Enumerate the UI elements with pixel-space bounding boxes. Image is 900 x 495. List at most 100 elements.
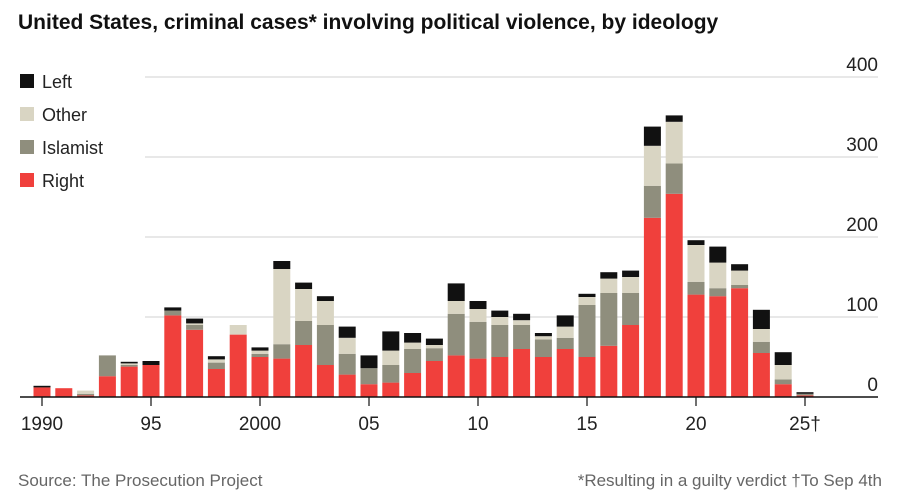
legend-swatch-other [20, 107, 34, 121]
bar-segment-right [338, 374, 356, 397]
bar-segment-islamist [709, 288, 727, 297]
chart-title: United States, criminal cases* involving… [18, 11, 719, 34]
bar-segment-other [447, 301, 465, 314]
bar-segment-islamist [186, 325, 204, 330]
bar-segment-other [665, 121, 683, 164]
bar-segment-left [33, 385, 51, 388]
bar-segment-islamist [251, 353, 269, 357]
bar-segment-other [207, 359, 225, 363]
bar-segment-right [665, 193, 683, 397]
bar-segment-other [338, 337, 356, 354]
bar-segment-left [687, 240, 705, 245]
bar-segment-other [382, 350, 400, 365]
bar-segment-other [687, 245, 705, 282]
bar-segment-other [469, 309, 487, 322]
bar-segment-other [404, 342, 422, 349]
bar-segment-other [491, 317, 509, 325]
bar-segment-other [752, 329, 770, 342]
bar-segment-other [251, 350, 269, 354]
bar-segment-left [491, 310, 509, 317]
bar-segment-other [513, 320, 531, 325]
bar-segment-other [731, 270, 749, 285]
bar-segment-left [600, 272, 618, 279]
bar-segment-left [469, 301, 487, 309]
bar-segment-right [251, 357, 269, 397]
bar-segment-other [229, 325, 247, 335]
bar-segment-right [186, 329, 204, 397]
gridlines [145, 76, 878, 318]
footnote: *Resulting in a guilty verdict †To Sep 4… [578, 471, 882, 490]
bar-segment-other [425, 345, 443, 349]
legend-label-other: Other [42, 105, 87, 125]
bar-segment-islamist [774, 379, 792, 385]
bar-segment-left [316, 296, 334, 301]
bar-segment-other [186, 323, 204, 325]
bar-segment-islamist [534, 339, 552, 357]
bar-segment-right [578, 357, 596, 397]
y-tick-label: 300 [846, 135, 878, 156]
bar-segment-left [251, 347, 269, 351]
bar-segment-left [447, 283, 465, 301]
bar-segment-other [120, 363, 138, 365]
legend-swatch-right [20, 173, 34, 187]
x-tick-label: 20 [685, 414, 706, 435]
bar-segment-left [709, 246, 727, 263]
bar-segment-left [404, 333, 422, 343]
bar-segment-other [556, 326, 574, 338]
bar-segment-islamist [600, 293, 618, 346]
bar-segment-right [709, 296, 727, 397]
y-tick-label: 100 [846, 295, 878, 316]
bar-segment-right [513, 349, 531, 397]
bar-segment-left [186, 318, 204, 324]
bar-segment-right [120, 366, 138, 397]
bar-segment-left [752, 309, 770, 329]
bar-segment-right [447, 355, 465, 397]
bar-segment-left [425, 338, 443, 345]
bar-segment-left [295, 282, 313, 289]
bar-segment-islamist [77, 393, 95, 396]
bar-segment-right [273, 358, 291, 397]
bar-segment-right [142, 365, 160, 397]
bar-segment-islamist [98, 355, 116, 377]
source-note: Source: The Prosecution Project [18, 471, 263, 490]
bar-segment-islamist [382, 365, 400, 383]
bar-segment-islamist [513, 325, 531, 349]
legend-label-islamist: Islamist [42, 138, 103, 158]
bar-segment-other [709, 262, 727, 289]
y-tick-label: 0 [867, 375, 878, 396]
x-tick-label: 2000 [239, 414, 281, 435]
bar-segment-islamist [447, 313, 465, 356]
bar-segment-left [731, 264, 749, 271]
y-tick-label: 400 [846, 55, 878, 76]
bar-segment-left [774, 352, 792, 365]
bar-segment-right [360, 384, 378, 397]
bar-segment-islamist [207, 362, 225, 369]
bar-segment-left [142, 361, 160, 365]
bar-segment-islamist [120, 365, 138, 367]
bar-segment-other [273, 269, 291, 345]
bar-segment-right [687, 294, 705, 397]
bar-segment-right [752, 353, 770, 397]
bar-segment-islamist [425, 348, 443, 361]
x-tick-label: 10 [467, 414, 488, 435]
x-tick-label: 05 [358, 414, 379, 435]
x-tick-label: 95 [140, 414, 161, 435]
bar-segment-right [98, 376, 116, 397]
bar-segment-right [316, 365, 334, 397]
bar-segment-left [513, 313, 531, 321]
bar-segment-left [164, 307, 182, 311]
legend-swatch-left [20, 74, 34, 88]
bar-segment-islamist [578, 305, 596, 357]
bar-segment-right [55, 388, 73, 397]
bar-segment-left [360, 355, 378, 369]
legend-swatch-islamist [20, 140, 34, 154]
bar-segment-other [622, 277, 640, 293]
bar-segment-right [622, 325, 640, 397]
bar-segment-right [164, 315, 182, 397]
bar-segment-islamist [665, 163, 683, 194]
legend: Left Other Islamist Right [20, 72, 103, 191]
bar-segment-right [425, 361, 443, 397]
bar-segment-islamist [469, 321, 487, 359]
bar-segment-islamist [752, 341, 770, 353]
